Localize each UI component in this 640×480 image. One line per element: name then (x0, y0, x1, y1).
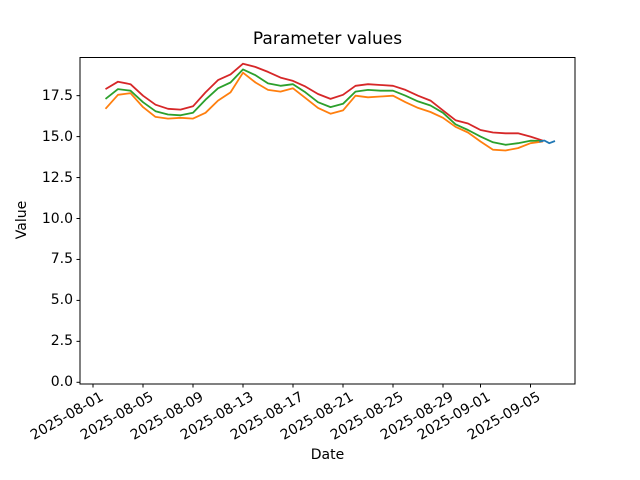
series-blue-line (539, 139, 556, 145)
series-orange-line (104, 71, 544, 152)
series-red-line (105, 62, 544, 142)
plot-area (79, 57, 576, 385)
y-axis-label: Value (14, 200, 30, 240)
y-tick-label: 2.5 (50, 333, 73, 350)
series-green-line (104, 68, 544, 146)
y-tick-label: 10.0 (41, 210, 73, 227)
x-axis-label: Date (310, 447, 345, 463)
y-tick-label: 5.0 (50, 292, 73, 309)
y-tick-label: 15.0 (41, 128, 73, 145)
y-tick-label: 0.0 (50, 374, 73, 391)
chart-title: Parameter values (252, 29, 403, 49)
y-tick-label: 12.5 (41, 169, 73, 186)
y-tick-label: 17.5 (41, 87, 73, 104)
y-tick-label: 7.5 (50, 251, 73, 268)
